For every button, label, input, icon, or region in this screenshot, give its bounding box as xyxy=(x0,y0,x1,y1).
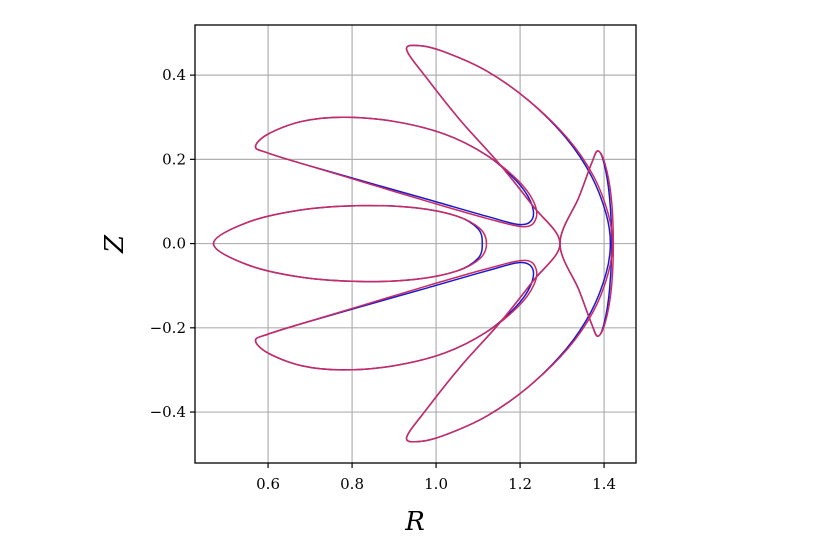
x-tick-label: 1.4 xyxy=(592,475,616,493)
x-tick-label: 0.8 xyxy=(340,475,364,493)
curve xyxy=(212,204,488,283)
curve xyxy=(254,116,538,228)
y-tick-label: 0.4 xyxy=(162,66,186,84)
curve xyxy=(559,150,615,337)
curve xyxy=(254,259,538,371)
curve xyxy=(254,261,535,371)
x-axis-label: R xyxy=(404,507,425,537)
y-tick-label: 0.0 xyxy=(162,235,186,253)
plot-frame xyxy=(194,24,637,464)
x-tick-label: 0.6 xyxy=(256,475,280,493)
x-tick-label: 1.2 xyxy=(508,475,532,493)
y-tick-label: −0.4 xyxy=(150,403,186,421)
y-tick-label: −0.2 xyxy=(150,319,186,337)
curve xyxy=(254,116,535,226)
x-tick-label: 1.0 xyxy=(424,475,448,493)
curve xyxy=(405,44,614,443)
y-tick-label: 0.2 xyxy=(162,150,186,168)
y-axis-label: Z xyxy=(100,234,130,254)
